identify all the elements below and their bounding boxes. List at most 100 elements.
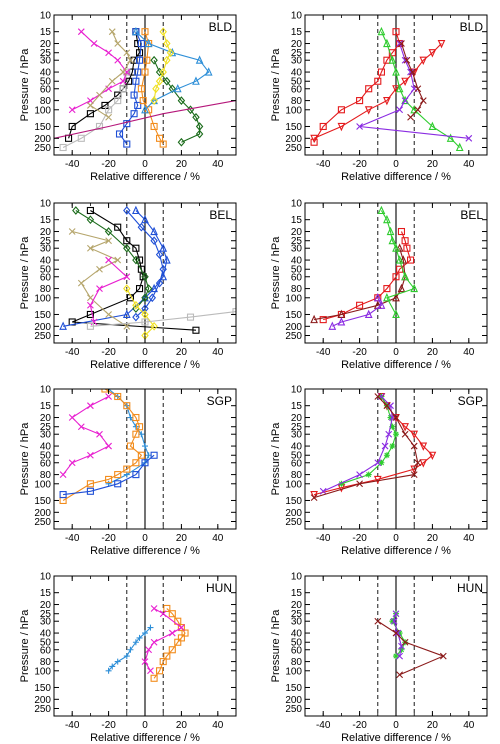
data-point	[395, 243, 404, 252]
data-point	[141, 310, 149, 319]
data-point	[377, 68, 385, 76]
data-point	[392, 67, 400, 76]
y-tick-label: 60	[40, 84, 52, 95]
series-8	[86, 308, 236, 330]
series-group	[374, 610, 447, 679]
series-10	[54, 100, 236, 139]
data-point	[428, 451, 437, 461]
data-point	[396, 39, 404, 48]
y-tick-label: 50	[40, 265, 52, 276]
chart-panel-7: -40 -20 0 20 4010152025304050608010015020025…	[19, 572, 237, 744]
data-point	[114, 56, 122, 64]
data-point	[150, 451, 158, 459]
y-tick-label: 80	[40, 284, 52, 295]
data-point	[125, 77, 133, 85]
y-tick-label: 100	[285, 479, 302, 490]
x-tick-label: 40	[463, 159, 475, 170]
data-point	[396, 106, 404, 114]
series-line	[153, 31, 172, 101]
y-tick-label: 30	[40, 56, 52, 67]
x-tick-label: -20	[352, 347, 367, 358]
series-group	[310, 26, 473, 152]
data-point	[159, 264, 167, 274]
series-line	[75, 210, 150, 309]
data-point	[87, 301, 94, 309]
data-point	[148, 293, 157, 303]
data-point	[337, 106, 345, 114]
y-tick-label: 15	[40, 27, 52, 38]
data-point	[123, 237, 131, 245]
data-point	[114, 392, 122, 401]
y-tick-label: 40	[291, 68, 303, 79]
y-tick-label: 10	[40, 385, 52, 396]
y-tick-label: 20	[291, 227, 303, 238]
y-tick-label: 30	[291, 56, 303, 67]
data-point	[168, 646, 176, 654]
data-point	[68, 106, 76, 114]
y-tick-label: 200	[285, 695, 302, 706]
data-point	[310, 138, 318, 146]
data-point	[86, 480, 94, 488]
data-point	[132, 639, 139, 646]
data-point	[141, 304, 149, 313]
data-point	[386, 226, 395, 236]
series-line	[54, 100, 236, 139]
y-tick-label: 30	[291, 430, 303, 441]
y-tick-label: 25	[291, 236, 303, 247]
data-point	[373, 292, 382, 302]
data-point	[134, 68, 142, 76]
data-point	[95, 122, 104, 131]
data-point	[152, 84, 160, 94]
y-tick-label: 20	[291, 39, 303, 50]
y-tick-label: 100	[34, 666, 51, 677]
data-point	[377, 300, 386, 309]
x-tick-label: 0	[142, 720, 148, 731]
data-point	[123, 140, 131, 148]
y-tick-label: 60	[291, 84, 303, 95]
data-point	[68, 414, 76, 421]
data-point	[388, 55, 397, 64]
x-tick-label: -20	[352, 720, 367, 731]
station-label: SGP	[207, 394, 232, 408]
y-tick-label: 25	[291, 609, 303, 620]
y-axis-label: Pressure / hPa	[19, 609, 31, 683]
data-point	[383, 292, 391, 302]
data-point	[114, 256, 122, 264]
y-tick-label: 10	[291, 199, 303, 210]
chart-panel-5: -40 -20 0 20 4010152025304050608010015020025…	[19, 385, 237, 557]
x-tick-label: 20	[427, 159, 439, 170]
data-point	[105, 49, 112, 57]
y-tick-label: 30	[40, 617, 52, 628]
y-tick-label: 40	[291, 442, 303, 453]
x-tick-label: 20	[427, 533, 439, 544]
series-5	[68, 228, 131, 330]
data-point	[319, 487, 327, 495]
y-tick-label: 100	[285, 293, 302, 304]
data-point	[105, 442, 112, 450]
station-label: BEL	[209, 208, 232, 222]
y-tick-label: 50	[291, 265, 303, 276]
y-tick-label: 40	[40, 256, 52, 267]
data-point	[392, 413, 400, 423]
series-1	[105, 624, 154, 674]
series-1	[319, 227, 415, 324]
y-tick-label: 100	[285, 666, 302, 677]
x-axis-label: Relative difference / %	[90, 545, 200, 557]
x-axis-label: Relative difference / %	[90, 359, 200, 371]
x-tick-label: -20	[101, 159, 116, 170]
x-tick-label: -20	[101, 347, 116, 358]
data-point	[192, 112, 200, 122]
x-tick-label: 20	[176, 347, 188, 358]
series-2	[338, 393, 399, 487]
series-2	[150, 604, 189, 682]
series-line	[126, 288, 155, 336]
y-tick-label: 25	[291, 422, 303, 433]
series-line	[313, 248, 406, 321]
y-tick-label: 40	[291, 629, 303, 640]
data-point	[132, 26, 140, 36]
data-point	[396, 671, 404, 679]
data-point	[310, 314, 318, 324]
data-point	[163, 55, 171, 65]
data-point	[145, 646, 153, 654]
data-point	[378, 459, 385, 466]
